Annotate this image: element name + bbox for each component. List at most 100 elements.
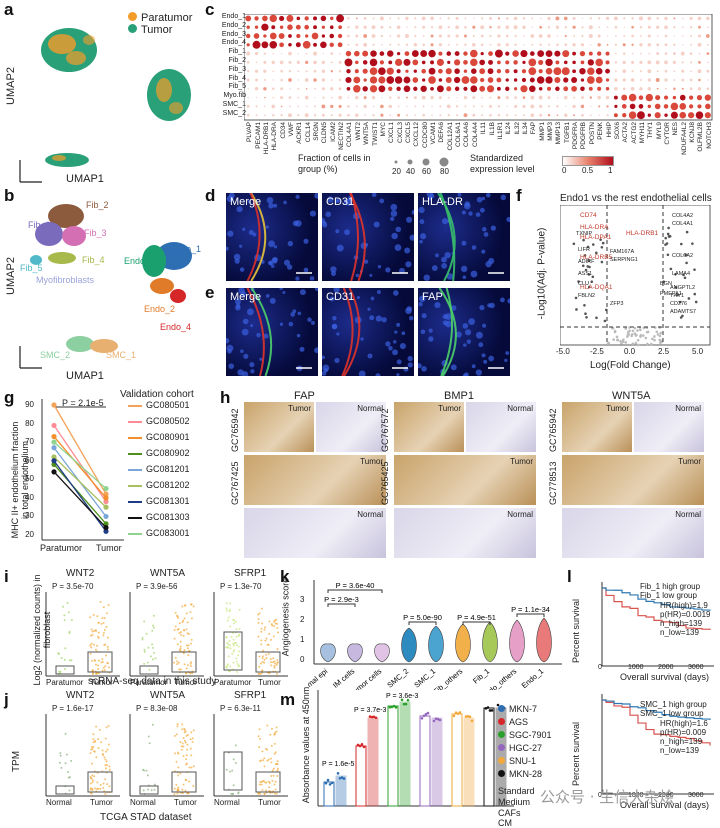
jitter-point (58, 761, 61, 764)
absorbance-condition-label: Medium (498, 797, 531, 807)
dotplot-dot (397, 43, 400, 46)
dotplot-dot (488, 59, 493, 65)
jitter-point (104, 767, 107, 770)
panel-letter-g: g (4, 388, 15, 407)
jitter-point (183, 739, 186, 742)
jitter-point (273, 666, 276, 669)
jitter-point (97, 621, 100, 624)
dotplot-dot (598, 26, 600, 29)
dotplot-dot (320, 15, 327, 22)
k-ylabel: Angiogenesis score (280, 577, 291, 657)
jitter-point (63, 658, 66, 661)
jitter-point (261, 789, 264, 792)
boxplot-p-value: P = 3.5e-70 (52, 582, 94, 591)
volcano-frame (560, 205, 711, 346)
dotplot-dot (347, 105, 350, 108)
dotplot-dot (438, 25, 443, 30)
dotplot-dot (539, 17, 542, 20)
jitter-point (226, 642, 229, 645)
dotplot-dot (454, 51, 460, 57)
jitter-point (89, 644, 92, 647)
box (55, 785, 75, 795)
dotplot-dot (453, 76, 461, 84)
dotplot-dot (313, 25, 317, 30)
dotplot-dot (321, 25, 325, 29)
jitter-point (100, 622, 103, 625)
legend-label: GC083001 (146, 528, 190, 538)
jitter-point (180, 745, 183, 748)
dotplot-dot (597, 95, 601, 100)
jitter-point (189, 672, 192, 675)
nucleus-dot (405, 261, 412, 268)
nucleus-dot (441, 256, 447, 263)
dotplot-dot (329, 33, 335, 39)
dotplot-dot (497, 34, 501, 38)
volcano-gene-label: THY1 (670, 293, 684, 299)
cohort-line (53, 436, 107, 499)
jitter-point (106, 662, 109, 665)
dotplot-dot (631, 52, 634, 55)
dotplot-dot (705, 103, 711, 110)
jitter-point (187, 644, 190, 647)
jitter-point (267, 643, 270, 646)
dotplot-dot (528, 67, 537, 76)
dotplot-dot (614, 25, 618, 29)
jitter-point (272, 767, 275, 770)
j-xlabel: TCGA STAD dataset (100, 812, 192, 823)
umap-b-xlabel: UMAP1 (66, 370, 104, 382)
jitter-point (234, 761, 237, 764)
dotplot-dot (556, 43, 559, 47)
dotplot-dot (378, 76, 386, 84)
dotplot-dot (330, 96, 333, 99)
dotplot-dot (329, 25, 334, 30)
dotplot-dot (554, 50, 561, 57)
bar-point (466, 714, 470, 718)
dotplot-dot (347, 113, 350, 117)
dotplot-dot (682, 44, 684, 46)
dotplot-dot (521, 77, 527, 83)
nucleus-dot (239, 244, 243, 248)
jitter-point (107, 604, 110, 607)
dotplot-dot (481, 105, 484, 108)
dotplot-dot (670, 102, 679, 111)
nucleus-dot (411, 210, 414, 215)
bar-point (356, 743, 360, 747)
jitter-point (275, 664, 278, 667)
dotplot-row-label: Endo_3 (221, 30, 246, 38)
dotplot-dot (538, 95, 543, 100)
dotplot-dot (346, 86, 351, 91)
nucleus-dot (265, 225, 270, 229)
boxplot-p-value: P = 1.6e-17 (52, 704, 94, 713)
dotplot-dot (706, 16, 710, 21)
box (139, 785, 159, 795)
dotplot-dot (363, 25, 367, 29)
vessel-stain (350, 193, 360, 281)
nucleus-dot (330, 266, 337, 273)
jitter-point (148, 742, 151, 745)
nucleus-dot (418, 363, 422, 369)
ihc-image-label: Tumor (606, 404, 629, 413)
volcano-point (586, 245, 590, 249)
dotplot-dot (254, 69, 259, 73)
nucleus-dot (483, 232, 489, 237)
dotplot-dot (706, 69, 710, 73)
legend-swatch (128, 452, 142, 455)
jitter-point (67, 776, 70, 779)
dotplot-dot (369, 58, 378, 67)
dotplot-dot (296, 60, 300, 65)
dotplot-dot (556, 96, 559, 99)
jitter-point (238, 628, 241, 631)
jitter-point (91, 788, 94, 791)
cohort-legend-item: GC081301 (128, 496, 190, 506)
dotplot-dot (471, 68, 477, 74)
dotplot-dot (505, 95, 509, 100)
jitter-point (179, 668, 182, 671)
jitter-point (60, 766, 63, 769)
dotplot-dot (254, 25, 259, 29)
dotplot-dot (304, 113, 309, 118)
dotplot-dot (321, 78, 326, 82)
bar-point (326, 778, 330, 782)
dotplot-dot (690, 43, 693, 46)
boxplot-p-value: P = 1.3e-70 (220, 582, 262, 591)
absorbance-condition-label: CAFs CM (498, 808, 521, 828)
